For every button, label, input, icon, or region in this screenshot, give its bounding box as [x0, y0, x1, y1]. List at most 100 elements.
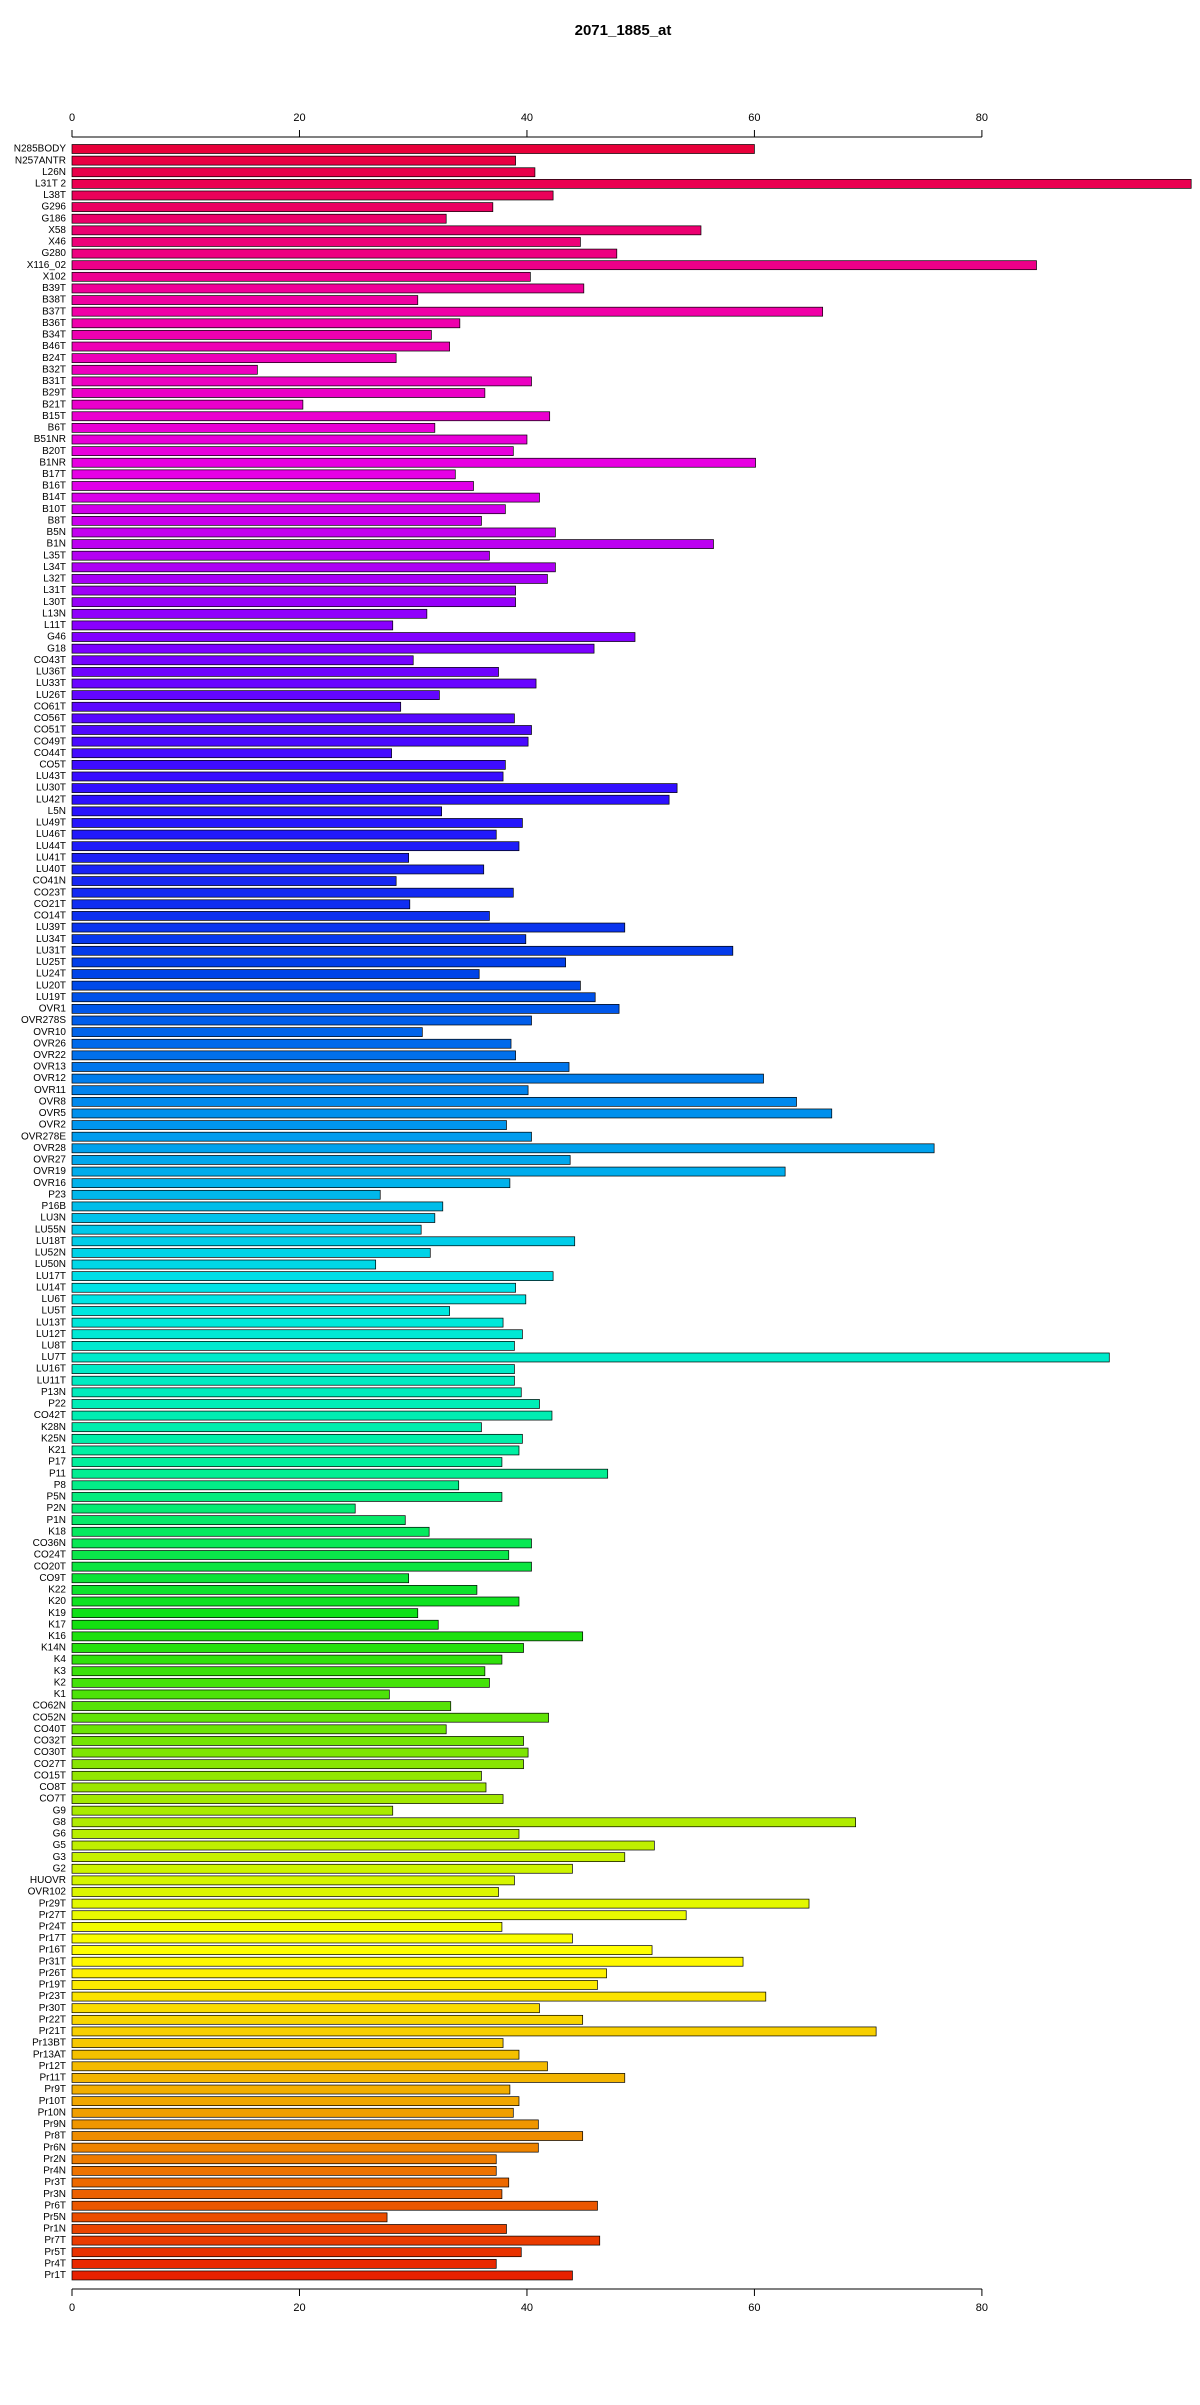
bar	[71, 1643, 524, 1653]
bar	[71, 678, 537, 689]
bar	[71, 1805, 394, 1816]
bar	[71, 2189, 503, 2199]
bar	[71, 2258, 497, 2269]
y-tick-label: OVR16	[33, 1178, 66, 1189]
y-tick-label: L26N	[42, 167, 66, 178]
bar	[71, 1945, 653, 1955]
bar	[71, 2014, 584, 2025]
y-tick-label: K22	[48, 1585, 66, 1596]
bar	[71, 818, 523, 828]
bar	[71, 353, 397, 364]
y-tick-label: OVR19	[33, 1166, 66, 1177]
bar	[71, 562, 556, 573]
bar	[71, 155, 516, 166]
y-tick-label: LU30T	[36, 783, 66, 794]
y-tick-label: G3	[53, 1852, 67, 1863]
y-tick-label: CO7T	[39, 1794, 66, 1805]
bar	[71, 1585, 478, 1595]
bar	[71, 1375, 515, 1386]
y-tick-label: B20T	[42, 446, 66, 457]
y-tick-label: B37T	[42, 306, 66, 317]
y-tick-label: CO15T	[34, 1770, 66, 1781]
bar	[71, 1050, 516, 1061]
y-tick-label: CO42T	[34, 1410, 66, 1421]
bar	[71, 632, 636, 642]
y-tick-label: Pr1N	[43, 2224, 66, 2235]
bar	[71, 1259, 377, 1270]
y-tick-label: P23	[48, 1189, 66, 1200]
y-tick-label: CO30T	[34, 1747, 66, 1758]
y-tick-label: LU52N	[35, 1248, 66, 1259]
bar	[71, 2235, 601, 2246]
bar	[71, 1236, 576, 1247]
y-tick-label: Pr19T	[39, 1980, 66, 1991]
y-tick-label: Pr24T	[39, 1922, 66, 1933]
y-tick-label: CO24T	[34, 1550, 66, 1561]
y-tick-label: Pr5T	[44, 2247, 66, 2258]
y-tick-label: B1N	[47, 539, 66, 550]
bar	[71, 2166, 497, 2176]
bar	[71, 2212, 388, 2223]
bar	[71, 643, 595, 654]
y-tick-label: Pr3N	[43, 2189, 66, 2200]
bar	[71, 2224, 507, 2234]
y-tick-label: LU24T	[36, 969, 66, 980]
y-tick-label: Pr27T	[39, 1910, 66, 1921]
bar	[71, 725, 532, 735]
y-tick-label: B34T	[42, 330, 66, 341]
bar	[71, 1515, 406, 1526]
y-tick-label: P2N	[47, 1503, 66, 1514]
bar	[71, 1550, 510, 1560]
y-tick-label: P5N	[47, 1492, 66, 1503]
y-tick-label: Pr13AT	[33, 2049, 66, 2060]
bar	[71, 1863, 573, 1874]
y-tick-label: CO61T	[34, 701, 66, 712]
y-tick-label: B1NR	[39, 457, 66, 468]
y-tick-label: Pr13BT	[32, 2038, 66, 2049]
bar	[71, 1677, 490, 1688]
y-tick-label: LU25T	[36, 957, 66, 968]
y-tick-label: LU11T	[37, 1375, 66, 1386]
bar	[71, 841, 520, 852]
y-tick-label: CO51T	[34, 725, 66, 736]
bar	[71, 1794, 504, 1804]
bar	[71, 783, 678, 793]
y-tick-label: CO62N	[33, 1701, 66, 1712]
bar	[71, 330, 432, 340]
bar	[71, 655, 414, 666]
y-tick-label: OVR278S	[21, 1015, 66, 1026]
bar	[71, 1178, 511, 1189]
bar	[71, 1538, 532, 1549]
y-tick-label: X46	[48, 237, 66, 248]
bar	[71, 2073, 626, 2083]
y-tick-label: LU16T	[36, 1364, 66, 1375]
x-tick-label: 60	[748, 112, 760, 124]
bar	[71, 713, 515, 724]
y-tick-label: Pr9N	[43, 2119, 66, 2130]
y-tick-label: L13N	[42, 608, 66, 619]
y-tick-label: LU26T	[36, 690, 66, 701]
y-tick-label: Pr21T	[39, 2026, 66, 2037]
bar	[71, 388, 486, 398]
bar	[71, 1341, 515, 1351]
y-tick-label: B29T	[42, 388, 66, 399]
y-tick-label: K19	[48, 1608, 66, 1619]
y-tick-label: LU13T	[36, 1317, 66, 1328]
bar	[71, 1131, 532, 1142]
y-tick-label: Pr7T	[44, 2235, 66, 2246]
y-tick-label: B8T	[48, 515, 66, 526]
y-tick-label: OVR10	[33, 1027, 66, 1038]
bar	[71, 585, 516, 596]
bar	[71, 179, 1192, 189]
y-tick-label: Pr4N	[43, 2166, 66, 2177]
bar	[71, 2142, 539, 2153]
bar	[71, 1096, 797, 1107]
x-tick-label: 60	[748, 2302, 760, 2314]
bar	[71, 364, 258, 375]
bar	[71, 504, 506, 515]
bar	[71, 1062, 570, 1072]
bar	[71, 1573, 410, 1584]
y-tick-label: Pr30T	[39, 2003, 66, 2014]
bar	[71, 1747, 529, 1758]
